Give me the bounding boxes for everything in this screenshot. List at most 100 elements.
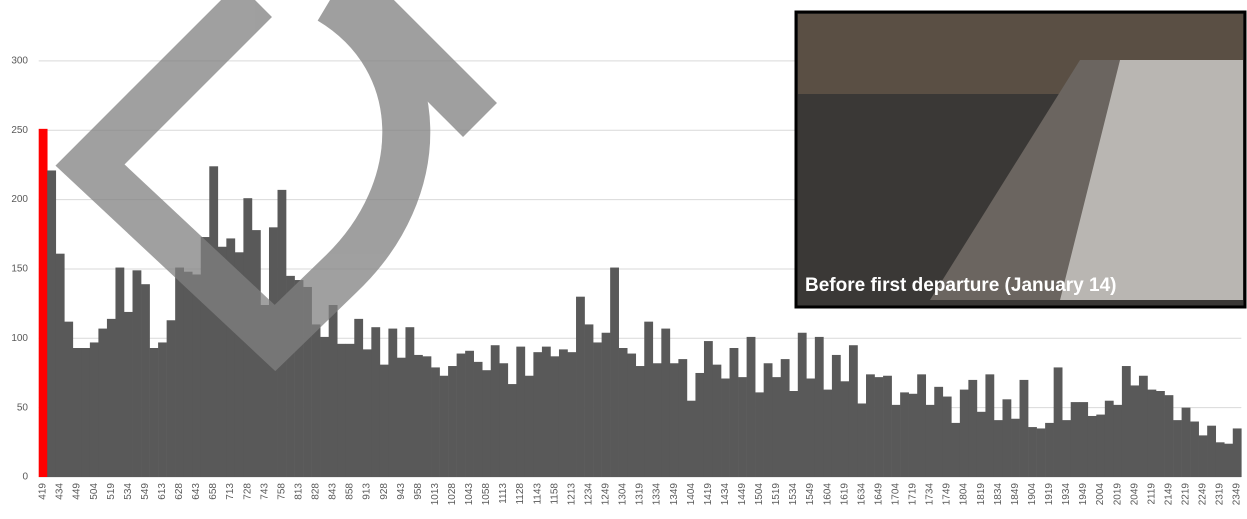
bar [431, 367, 440, 477]
y-tick-label: 300 [11, 56, 28, 67]
x-tick-label: 519 [106, 483, 117, 500]
x-tick-label: 813 [293, 483, 304, 500]
y-tick-label: 150 [11, 264, 28, 275]
x-tick-label: 1249 [601, 483, 612, 506]
x-tick-label: 1834 [993, 483, 1004, 506]
bar [55, 253, 65, 477]
bar [558, 349, 568, 477]
bar [1019, 379, 1029, 477]
bar [618, 348, 628, 477]
x-tick-label: 1949 [1078, 483, 1089, 506]
bar [303, 286, 312, 477]
x-tick-label: 434 [55, 483, 66, 500]
bar [183, 271, 193, 477]
x-tick-label: 1649 [873, 483, 884, 506]
x-tick-label: 549 [140, 483, 151, 500]
bar [507, 384, 517, 477]
x-tick-label: 2249 [1198, 483, 1209, 506]
bar [1138, 375, 1148, 477]
bar [362, 349, 372, 477]
x-tick-label: 1319 [635, 483, 646, 506]
bar [866, 374, 875, 477]
y-tick-label: 250 [11, 125, 28, 136]
x-tick-label: 1043 [464, 483, 475, 506]
bar [1045, 422, 1054, 477]
bar [874, 377, 884, 477]
bar [1224, 443, 1234, 477]
x-tick-label: 504 [89, 483, 100, 500]
bar [959, 389, 969, 477]
x-tick-label: 1719 [908, 483, 919, 506]
photo-inset: Before first departure (January 14) [794, 10, 1247, 309]
watermark [55, 0, 497, 372]
x-tick-label: 1519 [771, 483, 782, 506]
plot: 0 50 100 150 200 250 300 419 434 449 504 519 534 549 6… [11, 56, 1242, 506]
x-tick-label: 449 [72, 483, 83, 500]
bar [251, 230, 261, 477]
x-tick-label: 2004 [1095, 483, 1106, 506]
x-tick-label: 1158 [549, 483, 560, 505]
bar [917, 374, 927, 477]
photo-caption: Before first departure (January 14) [805, 275, 1117, 296]
bar [678, 359, 688, 477]
bar [234, 252, 244, 477]
bar [848, 345, 858, 477]
x-tick-label: 2349 [1232, 483, 1243, 506]
photo-track [930, 60, 1120, 300]
bar [985, 374, 995, 477]
bar [669, 363, 679, 477]
x-tick-label: 943 [396, 483, 407, 500]
x-tick-label: 958 [413, 483, 424, 500]
bar [908, 393, 918, 477]
bar [47, 170, 57, 477]
bar [1096, 414, 1106, 477]
bar [141, 284, 150, 477]
x-tick-label: 1113 [498, 483, 509, 504]
x-tick-label: 2219 [1181, 483, 1192, 506]
bar [831, 354, 841, 477]
x-tick-label: 828 [311, 483, 322, 500]
bar [541, 346, 551, 477]
bar [413, 354, 423, 477]
bar [1181, 407, 1191, 477]
x-tick-label: 1128 [515, 483, 526, 505]
bar [166, 320, 176, 477]
x-tick-label: 1434 [720, 483, 731, 506]
x-tick-label: 758 [276, 483, 287, 500]
bar [149, 348, 159, 477]
bar [567, 352, 577, 477]
bar [226, 238, 236, 477]
bar [217, 246, 227, 477]
x-tick-label: 2149 [1163, 483, 1174, 506]
bar [132, 270, 142, 477]
x-tick-label: 1213 [566, 483, 577, 506]
x-tick-label: 928 [379, 483, 390, 500]
bar [337, 343, 347, 477]
bar [1011, 418, 1020, 477]
y-tick-label: 100 [11, 333, 28, 344]
bar [1232, 428, 1242, 477]
bar [396, 357, 406, 477]
bar [439, 375, 449, 477]
bar [593, 342, 602, 477]
bar [448, 366, 457, 477]
x-tick-label: 1734 [925, 483, 936, 506]
bar [524, 375, 534, 477]
bar [951, 422, 961, 477]
bar [260, 305, 270, 477]
bar [328, 305, 338, 477]
bar [703, 341, 713, 477]
x-tick-label: 534 [123, 483, 134, 500]
bar [925, 404, 935, 477]
bar [516, 346, 526, 477]
bar [1207, 425, 1217, 477]
bar [1053, 367, 1063, 477]
bar [1121, 366, 1131, 477]
x-tick-label: 2019 [1112, 483, 1123, 506]
bar [81, 348, 91, 477]
bar [405, 327, 415, 477]
bar [576, 296, 585, 477]
x-tick-label: 1619 [839, 483, 850, 506]
bar [610, 267, 619, 477]
